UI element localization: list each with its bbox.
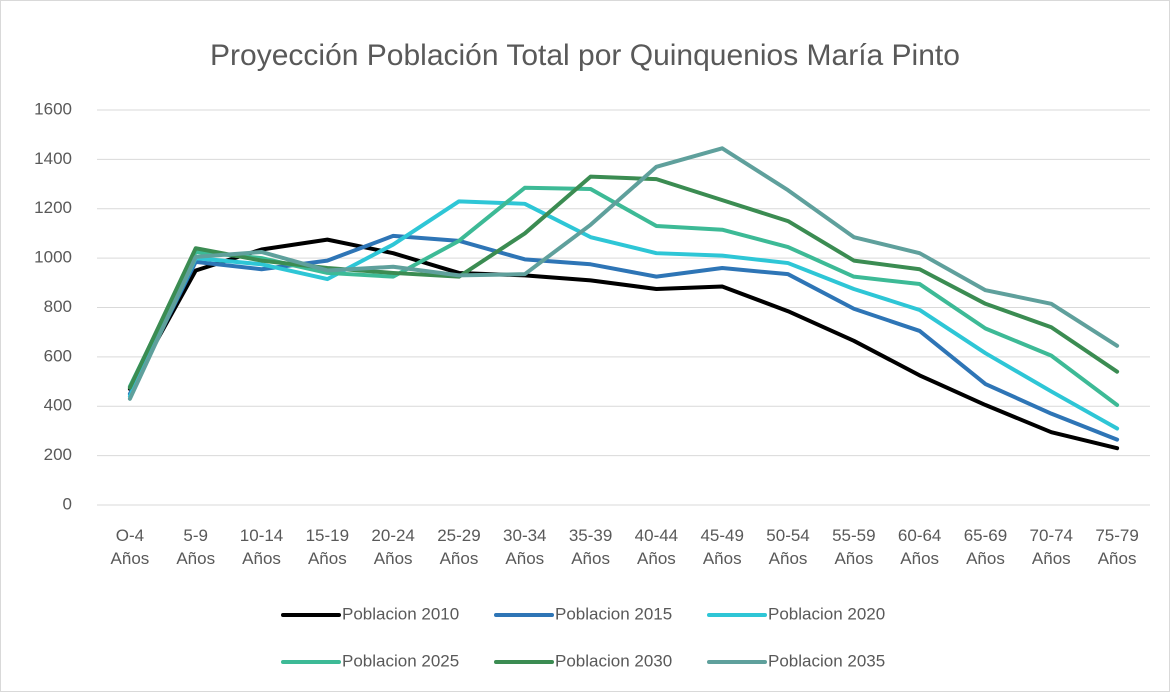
y-tick-label: 0 <box>63 494 72 513</box>
chart-title: Proyección Población Total por Quinqueni… <box>210 39 960 72</box>
legend-label: Poblacion 2015 <box>555 604 672 623</box>
x-tick-label: 65-69 Años <box>963 526 1008 568</box>
y-tick-label: 1600 <box>34 99 72 118</box>
y-tick-label: 400 <box>44 396 72 415</box>
x-tick-label: 25-29 Años <box>437 526 481 568</box>
x-tick-label: 40-44 Años <box>634 526 679 568</box>
x-tick-label: 75-79 Años <box>1095 526 1139 568</box>
x-tick-label: 10-14 Años <box>239 526 284 568</box>
series-line <box>127 199 1120 431</box>
legend-label: Poblacion 2035 <box>768 651 885 670</box>
series-line <box>127 174 1120 390</box>
x-tick-label: 35-39 Años <box>568 526 613 568</box>
x-tick-label: 60-64 Años <box>897 526 942 568</box>
y-tick-label: 600 <box>44 346 72 365</box>
x-tick-label: 55-59 Años <box>832 526 876 568</box>
x-tick-label: O-4 Años <box>110 526 150 568</box>
x-tick-label: 50-54 Años <box>766 526 810 568</box>
series-line <box>127 146 1120 401</box>
legend-label: Poblacion 2020 <box>768 604 885 623</box>
y-tick-label: 800 <box>44 297 72 316</box>
x-tick-label: 15-19 Años <box>305 526 350 568</box>
x-tick-label: 70-74 Años <box>1029 526 1074 568</box>
x-tick-label: 45-49 Años <box>700 526 744 568</box>
x-tick-label: 5-9 Años <box>176 526 216 568</box>
series-line <box>127 237 1120 451</box>
x-tick-label: 30-34 Años <box>503 526 547 568</box>
legend-label: Poblacion 2030 <box>555 651 672 670</box>
y-tick-label: 200 <box>44 445 72 464</box>
x-tick-label: 20-24 Años <box>371 526 415 568</box>
y-tick-label: 1000 <box>34 248 72 267</box>
legend-label: Poblacion 2025 <box>342 651 459 670</box>
legend-label: Poblacion 2010 <box>342 604 459 623</box>
y-tick-label: 1200 <box>34 198 72 217</box>
y-tick-label: 1400 <box>34 149 72 168</box>
